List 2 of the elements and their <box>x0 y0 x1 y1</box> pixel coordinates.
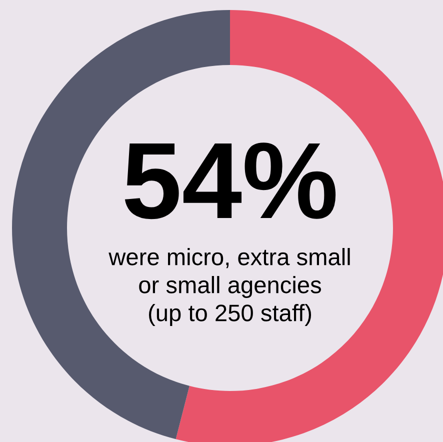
text: 54% <box>124 142 336 220</box>
text: were micro, extra small or small agencies (up to 250 staff) <box>108 248 350 326</box>
